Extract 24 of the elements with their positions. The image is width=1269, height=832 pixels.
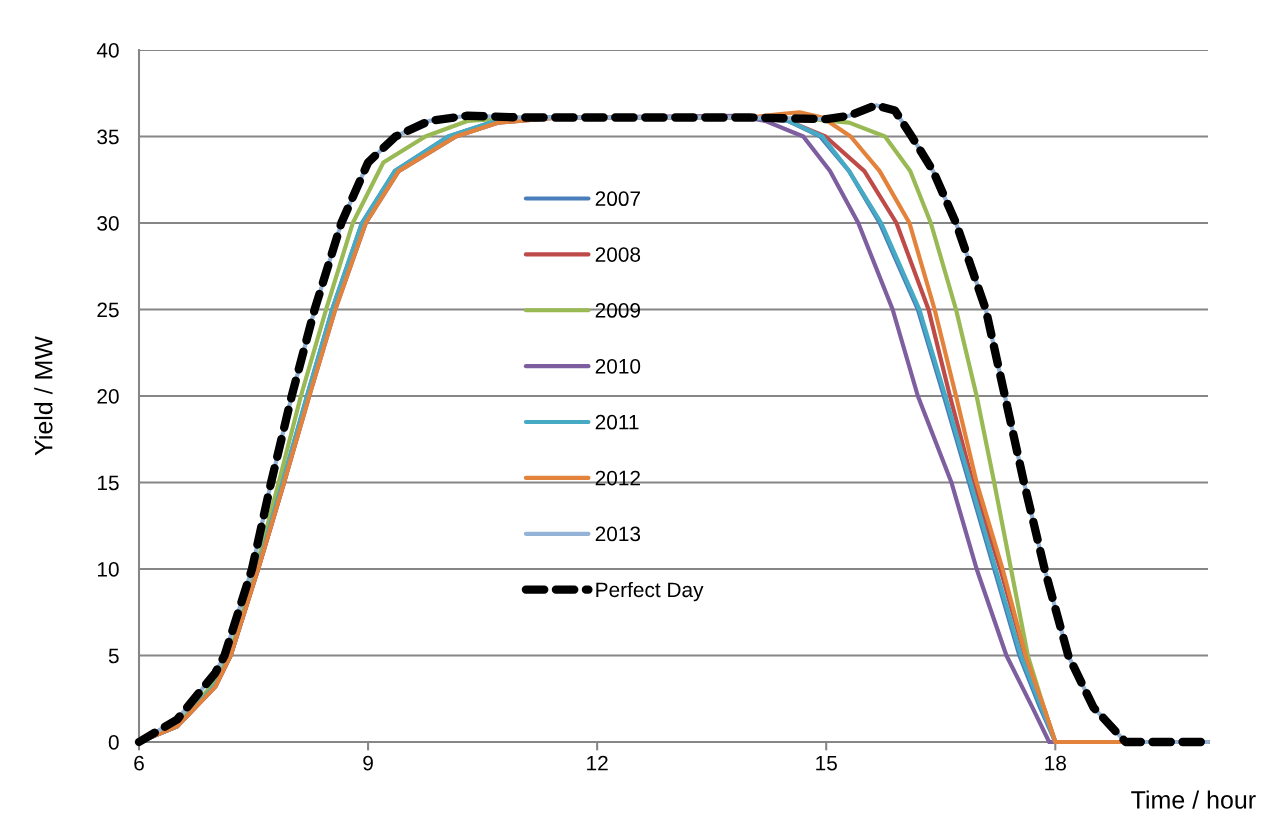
y-tick-label: 25	[97, 302, 119, 318]
legend-label: 2011	[595, 414, 639, 430]
y-tick-label: 10	[97, 562, 119, 577]
legend-label: 2010	[595, 358, 641, 374]
y-tick-label: 20	[97, 389, 119, 404]
x-tick-label: 12	[587, 755, 608, 771]
y-axis-title: Yield / MW	[34, 336, 53, 456]
legend-label: 2012	[595, 470, 640, 486]
y-tick-label: 35	[97, 129, 119, 145]
x-tick-label: 9	[363, 755, 373, 771]
x-tick-label: 15	[816, 755, 837, 771]
y-tick-label: 30	[97, 216, 119, 231]
y-tick-label: 40	[96, 43, 119, 58]
y-tick-label: 0	[108, 735, 119, 750]
legend-label: 2007	[595, 191, 640, 207]
legend-label: Perfect Day	[596, 581, 704, 602]
y-tick-label: 15	[97, 475, 119, 491]
x-axis-title: Time / hour	[1131, 790, 1256, 809]
legend-label: 2009	[595, 303, 641, 318]
x-tick-label: 18	[1045, 755, 1066, 771]
x-tick-label: 6	[134, 755, 144, 771]
y-tick-label: 5	[108, 648, 119, 664]
legend-label: 2013	[595, 526, 641, 542]
legend-label: 2008	[595, 247, 641, 262]
